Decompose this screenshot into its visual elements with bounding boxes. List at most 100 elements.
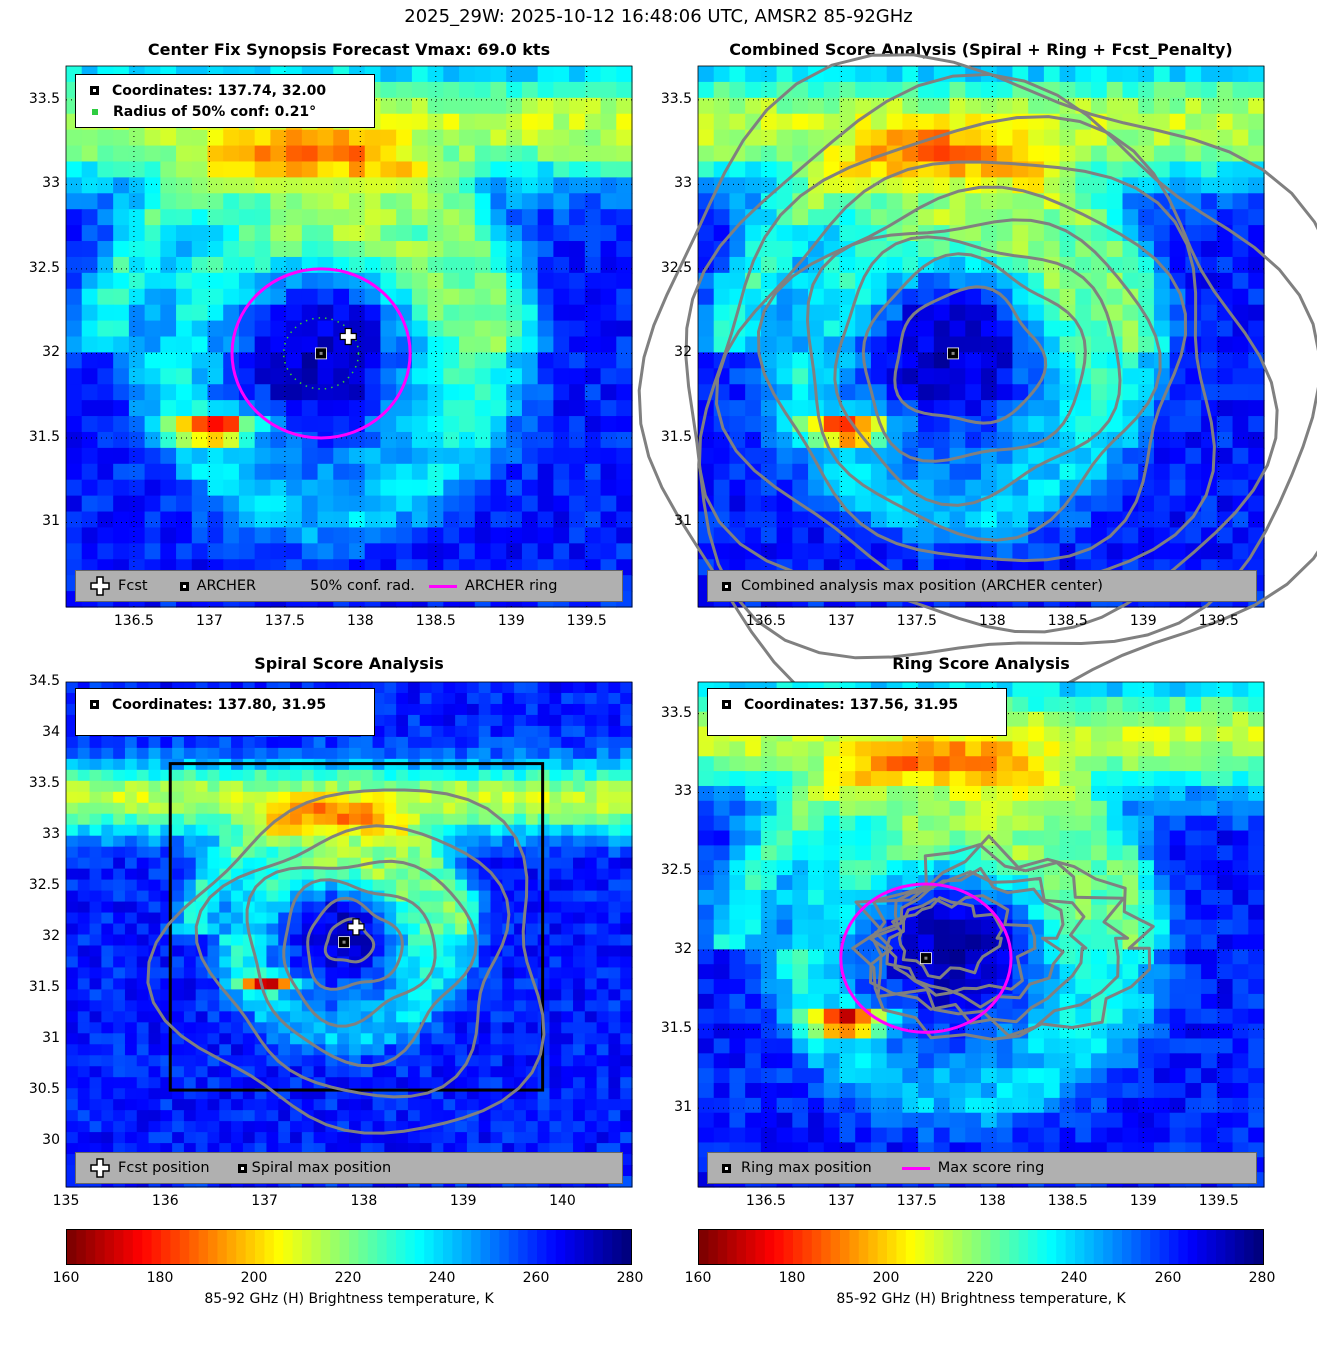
heatmap-cell	[573, 978, 586, 990]
heatmap-cell	[270, 320, 287, 338]
heatmap-cell	[490, 747, 503, 760]
heatmap-cell	[1201, 256, 1218, 274]
heatmap-cell	[933, 527, 951, 544]
heatmap-cell	[1185, 225, 1202, 242]
heatmap-cell	[317, 225, 334, 242]
heatmap-cell	[823, 527, 841, 544]
heatmap-cell	[620, 682, 633, 694]
heatmap-cell	[349, 161, 366, 178]
heatmap-cell	[1201, 771, 1218, 787]
heatmap-cell	[290, 824, 303, 837]
heatmap-cell	[760, 113, 778, 131]
heatmap-cell	[254, 384, 271, 401]
heatmap-cell	[1185, 431, 1202, 449]
heatmap-cell	[81, 161, 99, 178]
heatmap-cell	[176, 527, 193, 544]
heatmap-cell	[1185, 161, 1202, 178]
heatmap-cell	[584, 835, 598, 848]
heatmap-cell	[266, 923, 279, 936]
panel2-plot	[637, 53, 1317, 737]
heatmap-cell	[745, 495, 762, 513]
heatmap-cell	[101, 780, 114, 793]
heatmap-cell	[396, 923, 409, 936]
heatmap-cell	[443, 161, 460, 178]
heatmap-cell	[160, 209, 177, 226]
heatmap-cell	[549, 967, 562, 980]
heatmap-cell	[1091, 711, 1108, 728]
heatmap-cell	[124, 989, 138, 1001]
heatmap-cell	[455, 1121, 468, 1133]
heatmap-cell	[349, 193, 366, 210]
heatmap-cell	[584, 901, 598, 914]
heatmap-cell	[124, 978, 138, 990]
heatmap-cell	[286, 241, 303, 258]
heatmap-cell	[313, 857, 327, 870]
heatmap-cell	[266, 912, 279, 925]
heatmap-cell	[66, 978, 79, 990]
heatmap-cell	[207, 780, 220, 793]
heatmap-cell	[569, 336, 586, 354]
heatmap-cell	[360, 846, 374, 859]
heatmap-cell	[466, 868, 480, 881]
heatmap-cell	[77, 1143, 91, 1155]
heatmap-cell	[1232, 527, 1249, 544]
heatmap-cell	[89, 682, 102, 694]
heatmap-cell	[325, 890, 338, 903]
heatmap-cell	[325, 901, 338, 914]
heatmap-cell	[1232, 384, 1249, 401]
heatmap-cell	[325, 967, 338, 980]
heatmap-cell	[1216, 756, 1234, 772]
heatmap-cell	[333, 352, 350, 369]
heatmap-cell	[97, 304, 114, 322]
heatmap-cell	[396, 1110, 409, 1122]
heatmap-cell	[254, 813, 268, 826]
heatmap-cell	[981, 336, 998, 354]
heatmap-cell	[698, 352, 715, 369]
heatmap-cell	[77, 835, 91, 848]
heatmap-cell	[160, 989, 173, 1001]
heatmap-cell	[561, 923, 574, 936]
heatmap-cell	[144, 225, 161, 242]
heatmap-cell	[337, 780, 350, 793]
heatmap-cell	[459, 479, 476, 497]
heatmap-cell	[918, 336, 935, 354]
heatmap-cell	[918, 272, 935, 290]
heatmap-cell	[254, 682, 268, 694]
heatmap-cell	[89, 989, 102, 1001]
heatmap-cell	[855, 527, 872, 544]
heatmap-cell	[1043, 711, 1061, 728]
heatmap-cell	[278, 747, 291, 760]
heatmap-cell	[549, 780, 562, 793]
heatmap-cell	[238, 145, 256, 163]
heatmap-cell	[537, 747, 551, 760]
heatmap-cell	[81, 256, 99, 274]
heatmap-cell	[1075, 771, 1092, 787]
heatmap-cell	[1122, 726, 1139, 743]
heatmap-cell	[459, 288, 476, 306]
heatmap-cell	[443, 463, 460, 481]
heatmap-cell	[600, 129, 617, 147]
heatmap-cell	[313, 934, 327, 947]
heatmap-cell	[172, 1099, 185, 1111]
heatmap-cell	[313, 1121, 327, 1133]
heatmap-cell	[380, 129, 397, 147]
heatmap-cell	[113, 857, 126, 870]
heatmap-cell	[148, 956, 161, 969]
heatmap-cell	[1122, 384, 1139, 401]
heatmap-cell	[254, 1088, 268, 1100]
heatmap-cell	[902, 256, 919, 274]
heatmap-cell	[231, 956, 244, 969]
heatmap-cell	[317, 543, 334, 560]
heatmap-cell	[407, 857, 421, 870]
heatmap-cell	[1075, 288, 1092, 306]
heatmap-cell	[172, 1044, 185, 1056]
heatmap-cell	[113, 145, 130, 163]
heatmap-cell	[573, 1077, 586, 1089]
heatmap-cell	[89, 1088, 102, 1100]
heatmap-cell	[254, 368, 271, 385]
heatmap-cell	[207, 447, 224, 465]
heatmap-cell	[191, 447, 209, 465]
heatmap-cell	[996, 384, 1014, 401]
heatmap-cell	[569, 209, 586, 226]
heatmap-cell	[97, 511, 114, 529]
